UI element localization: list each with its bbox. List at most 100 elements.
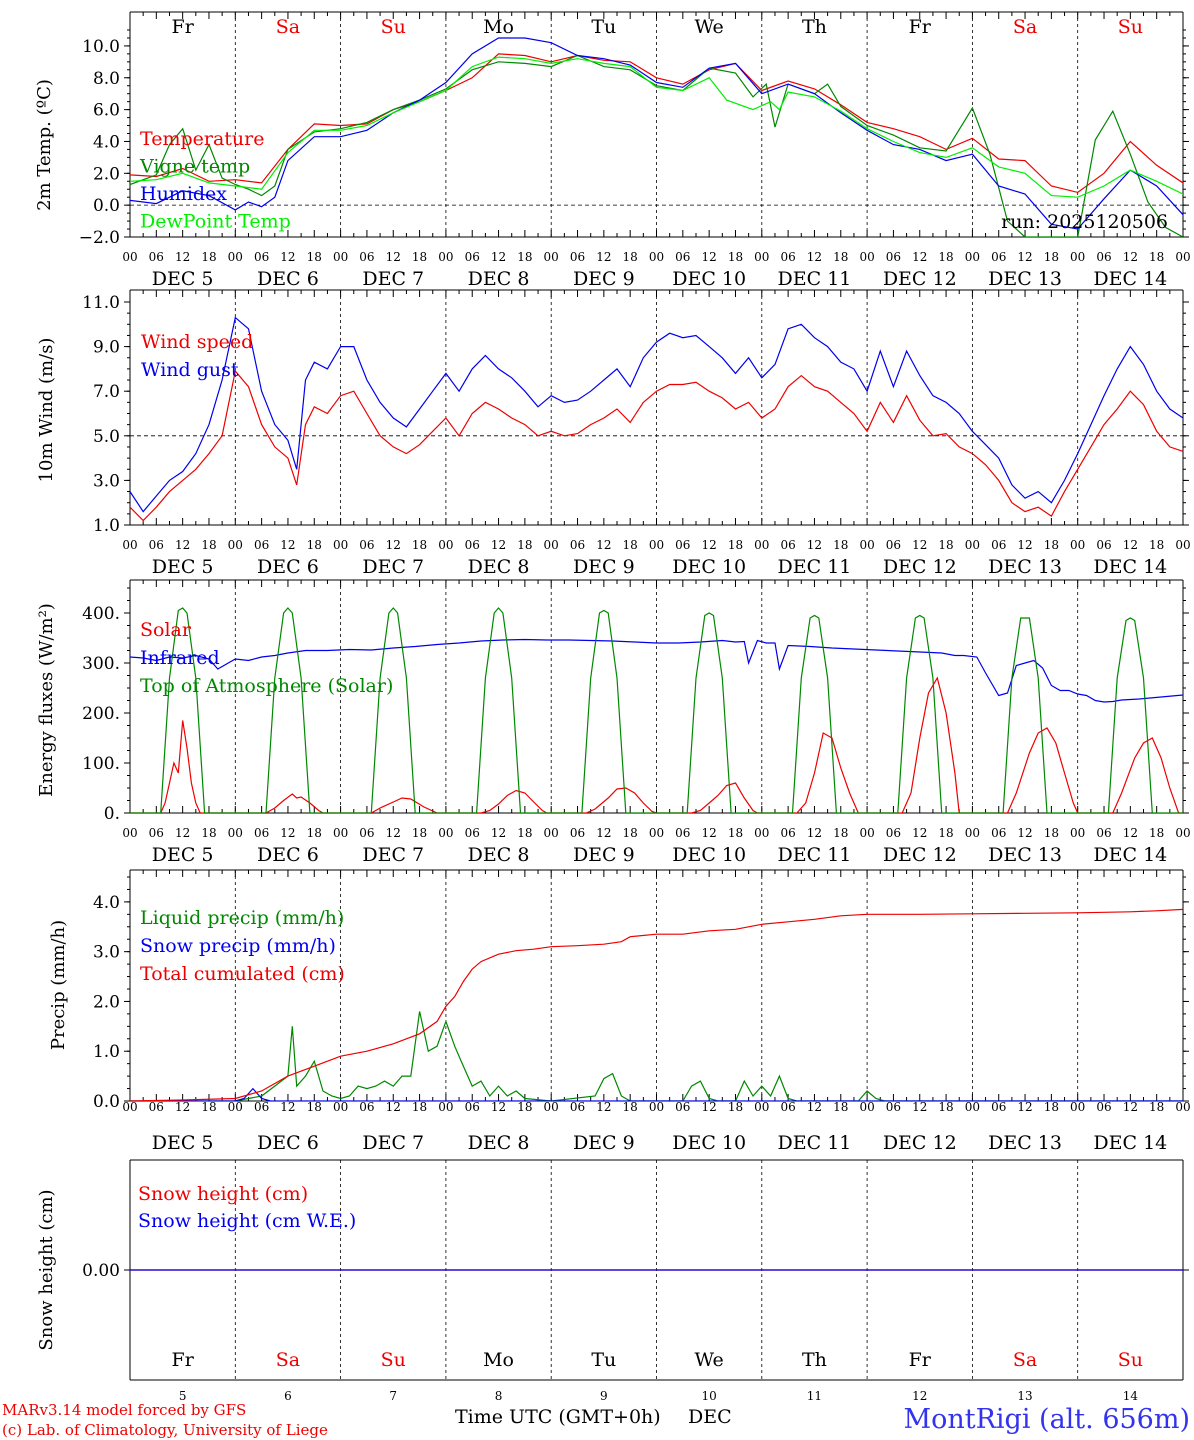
hour-label: 00 <box>965 250 980 264</box>
series-line-dewpoint-temp <box>130 56 1183 198</box>
hour-label: 00 <box>754 250 769 264</box>
series-line-top-of-atmosphere-solar- <box>130 607 1183 813</box>
hour-label: 06 <box>359 1100 374 1114</box>
day-label: DEC 5 <box>152 268 214 290</box>
hour-label: 00 <box>228 250 243 264</box>
hour-label: 00 <box>649 826 664 840</box>
hour-label: 00 <box>754 538 769 552</box>
weekday-label: Su <box>1118 16 1143 38</box>
hour-label: 06 <box>359 826 374 840</box>
hour-label: 18 <box>1149 250 1164 264</box>
weekday-label: Su <box>381 16 406 38</box>
hour-label: 12 <box>702 826 717 840</box>
station-name: MontRigi (alt. 656m) <box>903 1404 1190 1435</box>
hour-label: 00 <box>438 1100 453 1114</box>
hour-label: 12 <box>807 538 822 552</box>
bottom-weekday-label: Mo <box>483 1349 514 1371</box>
series-line-wind-speed <box>130 369 1183 522</box>
series-line-temperature <box>130 53 1183 194</box>
hour-label: 00 <box>1175 826 1190 840</box>
hour-label: 12 <box>175 250 190 264</box>
bottom-day-number: 9 <box>600 1389 608 1403</box>
hour-label: 12 <box>1017 538 1032 552</box>
legend-snow-height-cm-: Snow height (cm) <box>138 1183 308 1205</box>
hour-label: 06 <box>991 250 1006 264</box>
hour-label: 06 <box>465 538 480 552</box>
hour-label: 12 <box>386 1100 401 1114</box>
y-tick-label: 400. <box>82 604 120 624</box>
hour-label: 00 <box>859 250 874 264</box>
day-label: DEC 8 <box>468 1132 530 1154</box>
hour-label: 06 <box>991 826 1006 840</box>
day-label: DEC 12 <box>883 268 957 290</box>
hour-label: 18 <box>833 826 848 840</box>
hour-label: 18 <box>833 250 848 264</box>
hour-label: 12 <box>1123 1100 1138 1114</box>
hour-label: 18 <box>517 826 532 840</box>
hour-label: 00 <box>965 538 980 552</box>
hour-label: 00 <box>122 1100 137 1114</box>
hour-label: 12 <box>596 538 611 552</box>
hour-label: 00 <box>649 1100 664 1114</box>
day-label: DEC 14 <box>1093 268 1167 290</box>
hour-label: 00 <box>333 250 348 264</box>
day-label: DEC 8 <box>468 844 530 866</box>
day-label: DEC 6 <box>257 1132 319 1154</box>
hour-label: 12 <box>491 250 506 264</box>
hour-label: 18 <box>412 538 427 552</box>
hour-label: 12 <box>280 538 295 552</box>
day-label: DEC 10 <box>672 1132 746 1154</box>
y-tick-label: −2.0 <box>79 228 120 248</box>
y-tick-label: 0.0 <box>93 1092 120 1112</box>
legend-wind-speed: Wind speed <box>141 331 253 353</box>
hour-label: 00 <box>438 826 453 840</box>
hour-label: 18 <box>728 250 743 264</box>
hour-label: 12 <box>491 538 506 552</box>
day-label: DEC 8 <box>468 268 530 290</box>
y-tick-label: 10.0 <box>82 37 120 57</box>
day-label: DEC 7 <box>362 844 424 866</box>
panel-snow: 0.00 Snow height (cm) Snow height (cm) Snow… <box>36 1159 1189 1381</box>
hour-label: 00 <box>228 826 243 840</box>
series-line-infrared <box>130 638 1183 703</box>
series-line-wind-gust <box>130 316 1183 513</box>
hour-label: 00 <box>754 826 769 840</box>
hour-label: 00 <box>1070 826 1085 840</box>
day-label: DEC 5 <box>152 1132 214 1154</box>
panel-energy: 0. 100. 200. 300. 400. Energy fluxes (W/m²) So… <box>36 579 1191 866</box>
hour-label: 06 <box>780 826 795 840</box>
bottom-day-number: 5 <box>179 1389 187 1403</box>
hour-label: 12 <box>1017 250 1032 264</box>
hour-label: 12 <box>596 250 611 264</box>
hour-label: 18 <box>833 1100 848 1114</box>
hour-label: 12 <box>1123 538 1138 552</box>
hour-label: 00 <box>754 1100 769 1114</box>
x-axis-title: Time UTC (GMT+0h) <box>455 1406 661 1428</box>
bottom-weekday-label: Fr <box>909 1349 932 1371</box>
hour-label: 18 <box>623 1100 638 1114</box>
day-label: DEC 12 <box>883 844 957 866</box>
hour-label: 18 <box>1044 1100 1059 1114</box>
legend-solar: Solar <box>140 619 192 641</box>
legend-infrared: Infrared <box>140 647 220 669</box>
run-annotation: run: 2025120506 <box>1001 211 1168 233</box>
weekday-label: Th <box>802 16 827 38</box>
hour-label: 12 <box>596 826 611 840</box>
bottom-day-number: 6 <box>284 1389 292 1403</box>
hour-label: 12 <box>175 826 190 840</box>
series-line-solar <box>130 676 1183 813</box>
hour-label: 18 <box>938 250 953 264</box>
panel-precip: 0.0 1.0 2.0 3.0 4.0 Precip (mm/h) Liquid preci… <box>48 869 1191 1154</box>
weekday-label: Fr <box>909 16 932 38</box>
hour-label: 00 <box>228 1100 243 1114</box>
y-tick-label: 11.0 <box>82 293 120 313</box>
day-label: DEC 9 <box>573 268 635 290</box>
hour-label: 06 <box>570 538 585 552</box>
hour-label: 18 <box>623 250 638 264</box>
hour-label: 00 <box>965 826 980 840</box>
hour-label: 18 <box>1044 250 1059 264</box>
day-label: DEC 7 <box>362 556 424 578</box>
hour-label: 00 <box>544 250 559 264</box>
hour-label: 18 <box>938 1100 953 1114</box>
